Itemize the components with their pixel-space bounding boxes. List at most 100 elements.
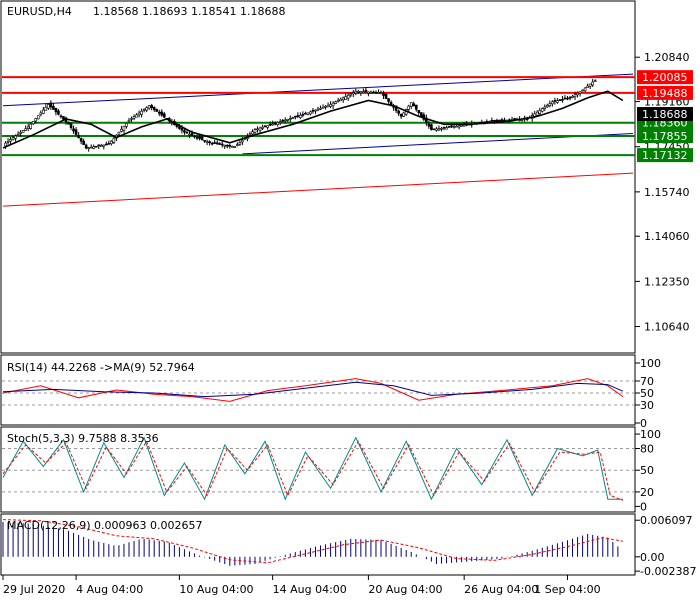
candle-body <box>225 144 229 147</box>
candle-body <box>367 91 370 94</box>
candle-body <box>233 146 237 149</box>
candle-body <box>311 109 315 112</box>
candle-body <box>553 100 557 102</box>
candle-body <box>47 104 50 109</box>
candle-body <box>576 92 579 96</box>
candle-body <box>420 112 423 117</box>
candle-body <box>563 97 567 100</box>
candle-body <box>29 123 33 129</box>
candle-body <box>440 127 443 130</box>
candle-body <box>543 106 547 109</box>
candle-body <box>336 100 340 102</box>
price-panel-frame <box>0 0 636 354</box>
candle-body <box>374 91 378 94</box>
rsi-tick-label: 100 <box>640 357 661 370</box>
candle-body <box>16 133 20 136</box>
candle-body <box>271 123 274 126</box>
candle-body <box>77 135 80 139</box>
stoch-panel: 100 80 50 200 <box>2 428 661 513</box>
rsi-series-line <box>2 381 624 398</box>
price-tick-label: 1.15740 <box>644 186 690 199</box>
candle-body <box>273 122 277 125</box>
candle-body <box>334 101 337 104</box>
candle-body <box>344 96 348 100</box>
candle-body <box>223 144 227 147</box>
price-tick-label: 1.10640 <box>644 321 690 334</box>
candle-body <box>69 123 73 128</box>
candle-body <box>278 121 282 123</box>
stoch-tick-label: 100 <box>640 428 661 441</box>
stoch-tick-label: 20 <box>640 486 654 499</box>
candle-body <box>306 112 310 115</box>
macd-tick-label: -0.002387 <box>640 565 696 578</box>
candle-body <box>6 140 10 143</box>
candle-body <box>74 129 78 135</box>
candle-body <box>568 97 572 99</box>
candle-body <box>382 92 385 96</box>
time-tick-label: 29 Jul 2020 <box>3 583 65 596</box>
candle-body <box>97 144 101 147</box>
candle-body <box>57 110 60 115</box>
candle-body <box>583 87 587 92</box>
resistance-level-label: 1.20085 <box>642 71 688 84</box>
resistance-level-tag <box>637 85 693 100</box>
price-tick-label: 1.14060 <box>644 230 690 243</box>
candle-body <box>593 80 597 83</box>
candle-body <box>490 119 494 122</box>
candle-body <box>450 125 453 128</box>
candle-body <box>442 126 446 129</box>
candle-body <box>447 126 451 128</box>
time-tick-label: 20 Aug 04:00 <box>368 583 442 596</box>
time-tick-label: 26 Aug 04:00 <box>464 583 538 596</box>
candle-body <box>9 139 12 142</box>
candle-body <box>150 105 153 108</box>
candle-body <box>205 141 209 144</box>
candle-body <box>200 136 204 140</box>
candle-body <box>248 133 252 136</box>
candle-body <box>329 104 332 107</box>
candle-body <box>354 90 358 94</box>
candle-body <box>256 128 259 131</box>
candle-body <box>417 110 421 114</box>
candle-body <box>485 120 489 123</box>
rsi-title: RSI(14) 44.2268 ->MA(9) 52.7964 <box>7 361 195 374</box>
candle-body <box>578 91 582 94</box>
candle-body <box>42 109 45 114</box>
candle-body <box>268 124 272 126</box>
rsi-panel-frame <box>0 354 636 426</box>
candle-body <box>551 101 554 105</box>
candle-body <box>281 119 285 122</box>
candle-body <box>84 144 88 149</box>
candle-body <box>110 140 113 144</box>
candle-body <box>339 98 342 102</box>
header-high: 1.18693 <box>142 5 188 18</box>
candle-body <box>291 117 295 119</box>
candle-body <box>263 125 267 128</box>
candle-body <box>99 145 103 147</box>
candle-body <box>283 119 287 122</box>
candle-body <box>190 133 194 136</box>
candle-body <box>178 126 181 129</box>
candle-body <box>346 94 350 99</box>
candle-body <box>145 107 148 111</box>
candle-body <box>435 128 438 131</box>
candle-body <box>210 142 214 145</box>
candle-body <box>409 102 413 107</box>
candle-body <box>493 120 496 122</box>
candle-body <box>67 122 70 125</box>
candle-body <box>276 122 279 125</box>
candle-body <box>183 130 186 133</box>
candle-body <box>288 118 292 120</box>
candle-body <box>220 143 224 146</box>
candle-body <box>39 112 43 115</box>
candle-body <box>251 131 254 135</box>
candle-body <box>258 127 262 131</box>
time-tick-label: 1 Sep 04:00 <box>534 583 600 596</box>
candle-body <box>314 109 317 112</box>
candle-body <box>286 118 290 121</box>
candle-body <box>389 102 393 105</box>
rsi-tick-label: 30 <box>640 399 654 412</box>
candle-body <box>52 105 55 110</box>
support-level-tag <box>637 129 693 144</box>
stoch-title: Stoch(5,3,3) 9.7588 8.3536 <box>7 432 159 445</box>
